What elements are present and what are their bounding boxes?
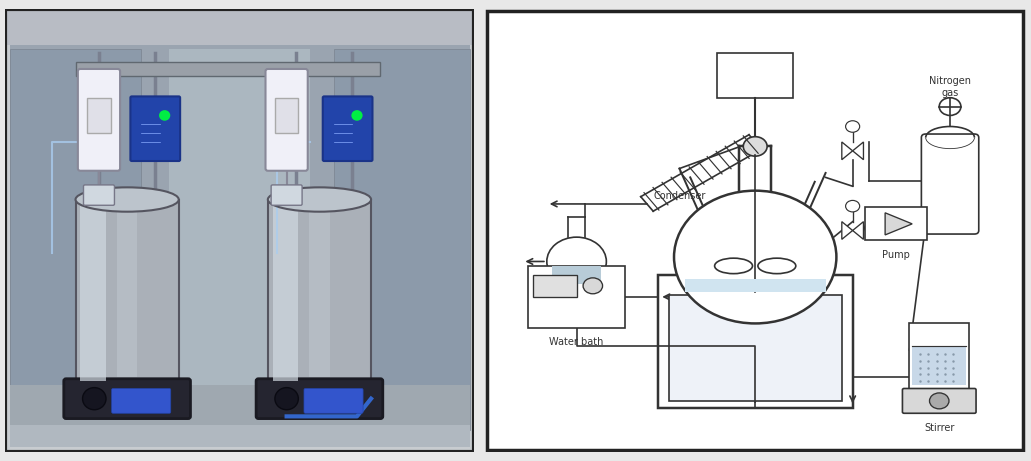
FancyBboxPatch shape bbox=[5, 9, 474, 452]
FancyBboxPatch shape bbox=[669, 295, 841, 401]
FancyBboxPatch shape bbox=[84, 185, 114, 205]
Circle shape bbox=[743, 136, 767, 156]
FancyBboxPatch shape bbox=[865, 207, 927, 240]
FancyBboxPatch shape bbox=[912, 346, 966, 385]
Circle shape bbox=[845, 201, 860, 212]
FancyBboxPatch shape bbox=[488, 12, 1023, 449]
Circle shape bbox=[939, 98, 961, 115]
Circle shape bbox=[930, 393, 949, 409]
FancyBboxPatch shape bbox=[169, 49, 310, 430]
FancyBboxPatch shape bbox=[10, 425, 469, 447]
Circle shape bbox=[674, 191, 836, 324]
FancyBboxPatch shape bbox=[130, 96, 180, 161]
Circle shape bbox=[352, 110, 363, 121]
Text: Motor: Motor bbox=[739, 71, 771, 81]
FancyBboxPatch shape bbox=[10, 45, 469, 447]
FancyBboxPatch shape bbox=[80, 204, 106, 381]
Circle shape bbox=[584, 278, 602, 294]
FancyBboxPatch shape bbox=[275, 98, 298, 133]
FancyBboxPatch shape bbox=[658, 275, 853, 408]
FancyBboxPatch shape bbox=[10, 385, 469, 447]
FancyBboxPatch shape bbox=[64, 379, 191, 419]
FancyBboxPatch shape bbox=[88, 98, 110, 133]
FancyBboxPatch shape bbox=[117, 208, 137, 377]
Text: Bubble: Bubble bbox=[560, 299, 594, 309]
Ellipse shape bbox=[75, 187, 178, 212]
Ellipse shape bbox=[268, 187, 371, 212]
Polygon shape bbox=[853, 142, 864, 160]
FancyBboxPatch shape bbox=[323, 96, 372, 161]
FancyBboxPatch shape bbox=[685, 279, 826, 292]
FancyBboxPatch shape bbox=[909, 324, 969, 412]
FancyBboxPatch shape bbox=[256, 379, 383, 419]
FancyBboxPatch shape bbox=[334, 49, 469, 430]
FancyBboxPatch shape bbox=[5, 9, 474, 45]
FancyBboxPatch shape bbox=[553, 266, 601, 284]
FancyBboxPatch shape bbox=[78, 69, 120, 171]
Text: Condenser: Condenser bbox=[654, 191, 705, 201]
FancyBboxPatch shape bbox=[309, 208, 330, 377]
FancyBboxPatch shape bbox=[528, 266, 625, 328]
FancyBboxPatch shape bbox=[902, 389, 976, 413]
FancyBboxPatch shape bbox=[266, 69, 307, 171]
FancyBboxPatch shape bbox=[111, 389, 171, 413]
FancyBboxPatch shape bbox=[10, 49, 141, 430]
FancyBboxPatch shape bbox=[533, 275, 576, 297]
Ellipse shape bbox=[758, 258, 796, 274]
Circle shape bbox=[275, 388, 298, 410]
Ellipse shape bbox=[714, 258, 753, 274]
Polygon shape bbox=[853, 222, 864, 239]
FancyBboxPatch shape bbox=[922, 134, 978, 234]
Text: Pump: Pump bbox=[882, 250, 910, 260]
Circle shape bbox=[546, 237, 606, 286]
FancyBboxPatch shape bbox=[304, 389, 363, 413]
Text: Nitrogen
gas: Nitrogen gas bbox=[929, 76, 971, 98]
Polygon shape bbox=[885, 213, 912, 235]
Circle shape bbox=[82, 388, 106, 410]
FancyBboxPatch shape bbox=[272, 204, 298, 381]
Circle shape bbox=[159, 110, 170, 121]
Polygon shape bbox=[841, 142, 853, 160]
Polygon shape bbox=[841, 222, 853, 239]
Text: Water bath: Water bath bbox=[550, 337, 604, 347]
FancyBboxPatch shape bbox=[718, 53, 793, 98]
Text: Stirrer: Stirrer bbox=[924, 423, 955, 433]
FancyBboxPatch shape bbox=[75, 200, 178, 385]
FancyBboxPatch shape bbox=[75, 62, 380, 76]
FancyBboxPatch shape bbox=[268, 200, 371, 385]
Circle shape bbox=[845, 121, 860, 132]
FancyBboxPatch shape bbox=[271, 185, 302, 205]
